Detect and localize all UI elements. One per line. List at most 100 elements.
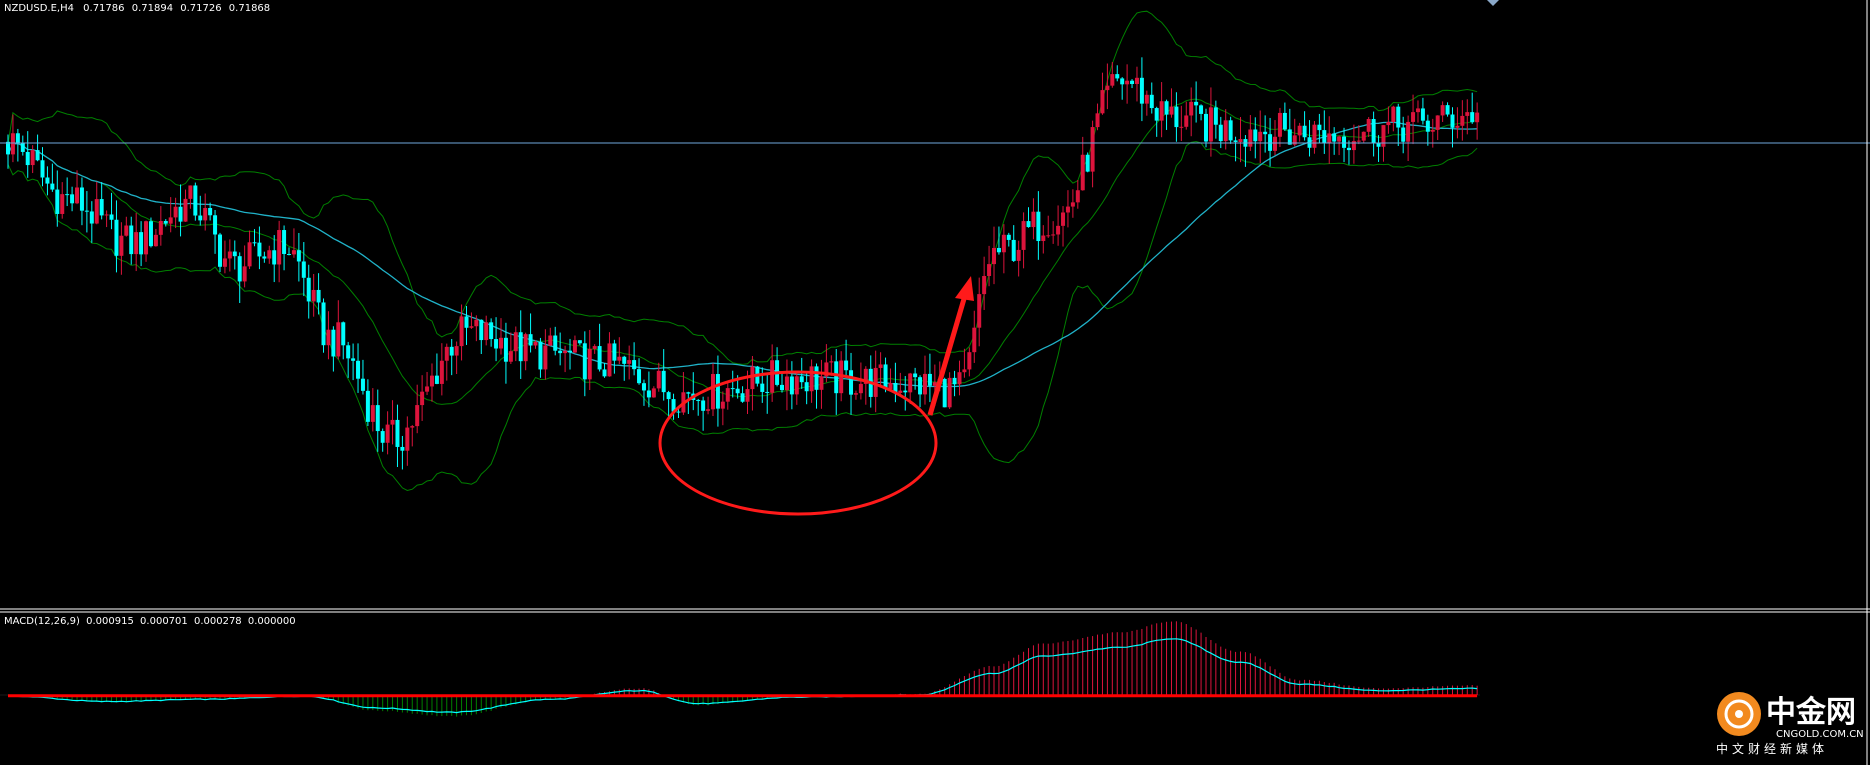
candle[interactable]: [568, 338, 573, 370]
candle[interactable]: [814, 363, 819, 409]
candle[interactable]: [198, 195, 203, 226]
candle[interactable]: [922, 355, 927, 405]
candle[interactable]: [1396, 103, 1401, 147]
candle[interactable]: [60, 182, 65, 219]
candle[interactable]: [987, 245, 992, 287]
candle[interactable]: [153, 228, 158, 247]
candle[interactable]: [1253, 117, 1258, 159]
candle[interactable]: [982, 256, 987, 310]
candle[interactable]: [405, 416, 410, 466]
candle[interactable]: [538, 337, 543, 378]
candle[interactable]: [849, 352, 854, 415]
candle[interactable]: [696, 398, 701, 416]
candle[interactable]: [725, 381, 730, 410]
candle[interactable]: [415, 384, 420, 434]
candle[interactable]: [99, 182, 104, 220]
candle[interactable]: [395, 404, 400, 468]
candle[interactable]: [1420, 97, 1425, 125]
candle[interactable]: [494, 317, 499, 362]
candle[interactable]: [1056, 205, 1061, 246]
candle[interactable]: [893, 362, 898, 403]
candle[interactable]: [996, 226, 1001, 255]
candle[interactable]: [553, 326, 558, 356]
candle[interactable]: [1440, 101, 1445, 122]
candle[interactable]: [10, 114, 15, 163]
candle[interactable]: [336, 300, 341, 360]
candle[interactable]: [863, 366, 868, 405]
candle[interactable]: [1391, 105, 1396, 132]
candle[interactable]: [740, 386, 745, 403]
candle[interactable]: [1282, 102, 1287, 132]
candle[interactable]: [878, 352, 883, 388]
candle[interactable]: [222, 240, 227, 274]
candle[interactable]: [267, 245, 272, 264]
candle[interactable]: [1327, 116, 1332, 164]
candle[interactable]: [1401, 116, 1406, 154]
price-panel[interactable]: [0, 10, 1870, 516]
scroll-marker-icon[interactable]: [1487, 0, 1499, 6]
candle[interactable]: [715, 355, 720, 427]
candle[interactable]: [40, 147, 45, 187]
candle[interactable]: [1080, 136, 1085, 191]
candle[interactable]: [1026, 207, 1031, 228]
candle[interactable]: [720, 391, 725, 426]
candle[interactable]: [1317, 113, 1322, 144]
candle[interactable]: [1332, 127, 1337, 155]
candle[interactable]: [952, 370, 957, 397]
candle[interactable]: [20, 135, 25, 156]
candle[interactable]: [1031, 198, 1036, 240]
candle[interactable]: [331, 326, 336, 372]
candle[interactable]: [908, 372, 913, 404]
candle[interactable]: [829, 355, 834, 376]
candle[interactable]: [208, 202, 213, 221]
candle[interactable]: [518, 310, 523, 379]
candle[interactable]: [1460, 100, 1465, 141]
candle[interactable]: [1455, 107, 1460, 139]
candle[interactable]: [1322, 110, 1327, 154]
candle[interactable]: [1411, 94, 1416, 145]
candle[interactable]: [873, 350, 878, 413]
candle[interactable]: [1342, 127, 1347, 163]
candle[interactable]: [612, 339, 617, 374]
candle[interactable]: [558, 332, 563, 366]
candle[interactable]: [390, 400, 395, 445]
candle[interactable]: [464, 305, 469, 345]
candle[interactable]: [1470, 92, 1475, 124]
candle[interactable]: [1036, 191, 1041, 260]
candle[interactable]: [70, 186, 75, 212]
candle[interactable]: [410, 425, 415, 447]
candle[interactable]: [1258, 110, 1263, 164]
candle[interactable]: [109, 192, 114, 230]
candle[interactable]: [277, 220, 282, 283]
candle[interactable]: [380, 428, 385, 452]
candle[interactable]: [651, 386, 656, 398]
candle[interactable]: [400, 435, 405, 470]
candle[interactable]: [479, 319, 484, 355]
candle[interactable]: [572, 335, 577, 354]
candle[interactable]: [232, 240, 237, 270]
candle[interactable]: [119, 222, 124, 275]
candle[interactable]: [1154, 106, 1159, 137]
candle[interactable]: [124, 216, 129, 237]
candle[interactable]: [499, 318, 503, 355]
candle[interactable]: [1125, 64, 1130, 104]
candle[interactable]: [622, 355, 627, 381]
candle[interactable]: [597, 323, 602, 372]
candle[interactable]: [1425, 114, 1430, 146]
candle[interactable]: [1228, 116, 1233, 144]
candle[interactable]: [454, 341, 459, 375]
candle[interactable]: [1130, 79, 1135, 89]
candle[interactable]: [321, 298, 326, 353]
candle[interactable]: [484, 315, 489, 346]
candle[interactable]: [804, 370, 809, 405]
candle[interactable]: [50, 163, 55, 192]
candle[interactable]: [1041, 225, 1046, 254]
candle[interactable]: [888, 368, 893, 391]
candle[interactable]: [730, 370, 735, 398]
candle[interactable]: [1100, 72, 1105, 115]
candle[interactable]: [252, 229, 257, 247]
candle[interactable]: [784, 359, 789, 411]
candle[interactable]: [503, 322, 508, 384]
candle[interactable]: [967, 347, 972, 377]
candle[interactable]: [311, 274, 316, 317]
